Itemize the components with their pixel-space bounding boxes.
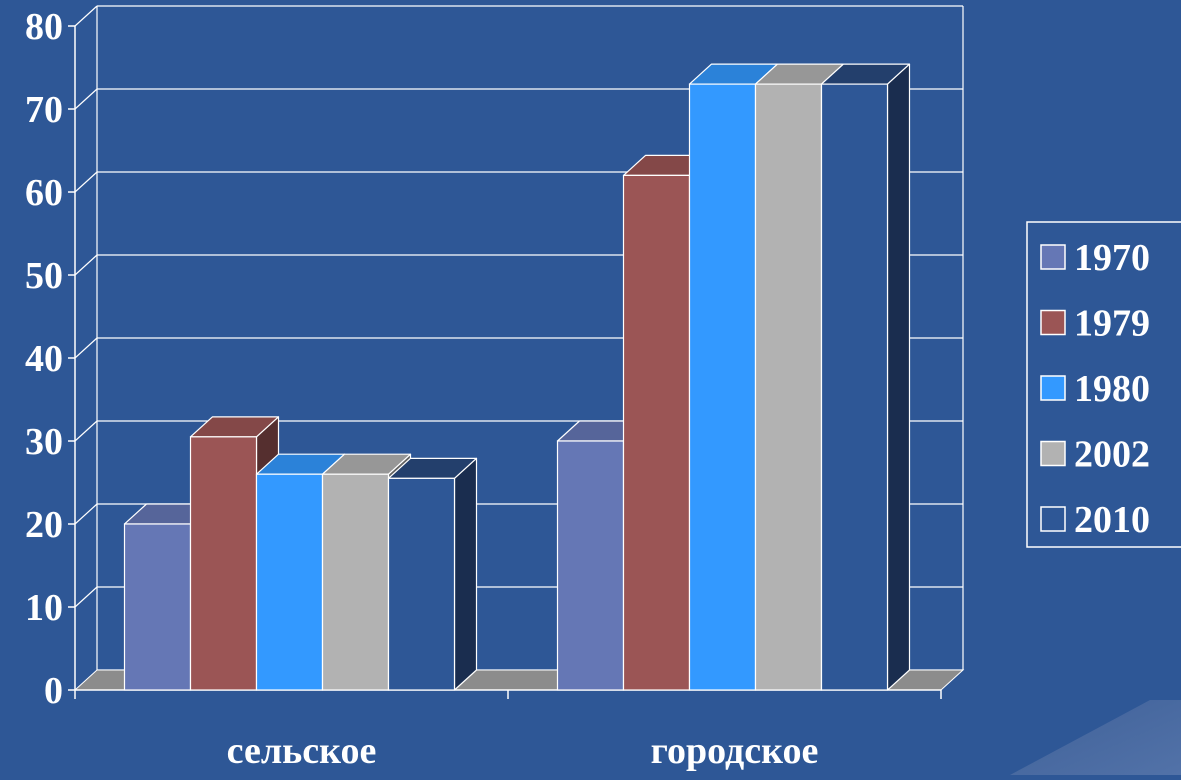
- bar-front: [255, 473, 324, 691]
- y-tick-label: 30: [25, 421, 63, 463]
- bar-сельское-2010: [387, 457, 478, 691]
- bar-front: [754, 83, 823, 691]
- legend-swatch-2010: [1040, 506, 1066, 532]
- y-tick-label: 0: [44, 670, 63, 712]
- bar-front: [123, 523, 192, 691]
- y-tick-label: 60: [25, 172, 63, 214]
- y-tick-label: 80: [25, 6, 63, 48]
- y-tick-label: 40: [25, 338, 63, 380]
- gridline-diagonal: [74, 254, 98, 276]
- gridline-diagonal: [74, 337, 98, 359]
- gridline-diagonal: [74, 586, 98, 608]
- legend-swatch-1970: [1040, 244, 1066, 270]
- legend-label-1970: 1970: [1074, 237, 1150, 279]
- y-tick-label: 10: [25, 587, 63, 629]
- bar-front: [387, 477, 456, 691]
- bar-side: [453, 457, 478, 691]
- gridline-diagonal: [74, 171, 98, 193]
- legend-swatch-2002: [1040, 440, 1066, 467]
- bar-front: [622, 174, 691, 691]
- legend-label-2010: 2010: [1074, 499, 1150, 541]
- bar-городское-2010: [820, 63, 911, 691]
- bar-front: [189, 436, 258, 691]
- legend-label-1980: 1980: [1074, 368, 1150, 410]
- y-tick-label: 20: [25, 504, 63, 546]
- legend-swatch-1979: [1040, 309, 1066, 336]
- gridline-diagonal: [74, 503, 98, 525]
- bar-side: [886, 63, 911, 691]
- bar-front: [321, 473, 390, 691]
- legend-label-2002: 2002: [1074, 434, 1150, 476]
- decorative-corner-shape: [1010, 700, 1181, 775]
- bar-front: [820, 83, 889, 691]
- legend-swatch-1980: [1040, 375, 1066, 401]
- legend-box: [1026, 221, 1181, 548]
- gridline-diagonal: [74, 5, 98, 27]
- bar-front: [556, 440, 625, 691]
- y-tick-label: 50: [25, 255, 63, 297]
- legend-label-1979: 1979: [1074, 303, 1150, 345]
- y-tick-label: 70: [25, 89, 63, 131]
- gridline-diagonal: [74, 420, 98, 442]
- gridline-diagonal: [74, 88, 98, 110]
- x-category-label: городское: [651, 730, 819, 772]
- x-category-label: сельское: [227, 730, 377, 772]
- bar-front: [688, 83, 757, 691]
